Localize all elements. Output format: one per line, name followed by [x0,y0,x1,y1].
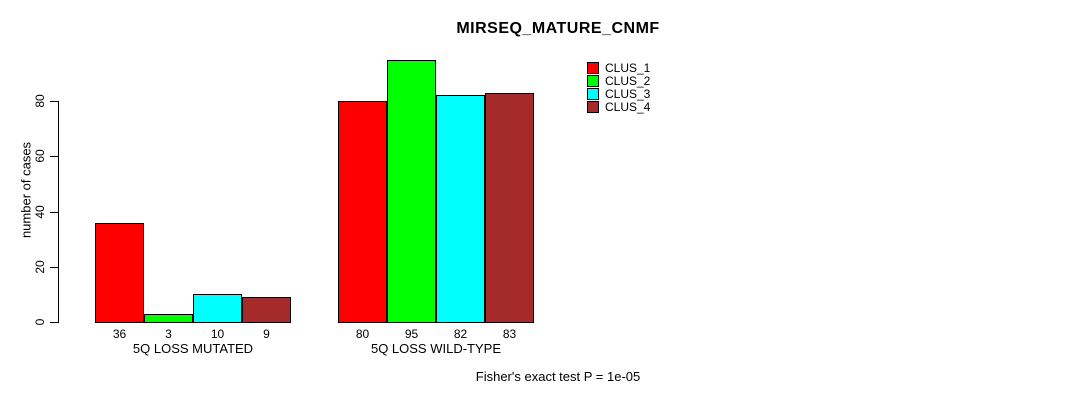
legend-item-clus_2: CLUS_2 [587,75,650,88]
bar-value-label: 9 [263,327,270,341]
category-label: 5Q LOSS MUTATED [132,341,254,356]
y-axis-tick-label: 20 [33,260,47,274]
y-axis-line [58,101,59,323]
bar-clus_4-1 [242,297,291,323]
legend-swatch [587,62,599,75]
bar-value-label: 3 [165,327,172,341]
legend-label: CLUS_1 [605,61,651,76]
legend-label: CLUS_2 [605,74,651,89]
category-label: 5Q LOSS WILD-TYPE [370,341,502,356]
bar-value-label: 82 [453,327,468,341]
legend-item-clus_1: CLUS_1 [587,62,650,75]
y-axis-tick [50,156,58,158]
bar-value-label: 83 [502,327,517,341]
legend-label: CLUS_4 [605,99,651,114]
bar-clus_1-2 [338,101,387,323]
y-axis-label: number of cases [18,141,34,239]
bar-value-label: 36 [112,327,127,341]
legend-item-clus_4: CLUS_4 [587,100,650,113]
y-axis-tick [50,322,58,323]
y-axis-tick-label: 0 [33,318,47,326]
bar-clus_2-1 [144,314,193,323]
bar-value-label: 10 [210,327,225,341]
bar-clus_2-2 [387,60,436,323]
legend-swatch [587,100,599,113]
legend-item-clus_3: CLUS_3 [587,86,651,101]
y-axis-tick [50,211,58,213]
bar-value-label: 95 [404,327,419,341]
annotation-text: Fisher's exact test P = 1e-05 [475,369,641,384]
bar-value-label: 80 [355,327,370,341]
y-axis-tick [50,266,58,268]
legend: CLUS_1 CLUS_2 CLUS_3 CLUS_4 [587,62,650,113]
bar-clus_1-1 [95,223,144,323]
y-axis-tick-label: 80 [33,94,47,108]
y-axis-tick-label: 60 [33,149,47,163]
bar-clus_3-2 [436,95,485,323]
legend-swatch [587,75,599,88]
y-axis-tick-label: 40 [33,204,47,219]
legend-label: CLUS_3 [605,86,651,101]
chart-title: MIRSEQ_MATURE_CNMF [456,20,660,37]
legend-swatch [587,87,599,100]
bar-clus_3-1 [193,294,242,323]
y-axis-tick [50,101,58,102]
bar-clus_4-2 [485,93,534,323]
